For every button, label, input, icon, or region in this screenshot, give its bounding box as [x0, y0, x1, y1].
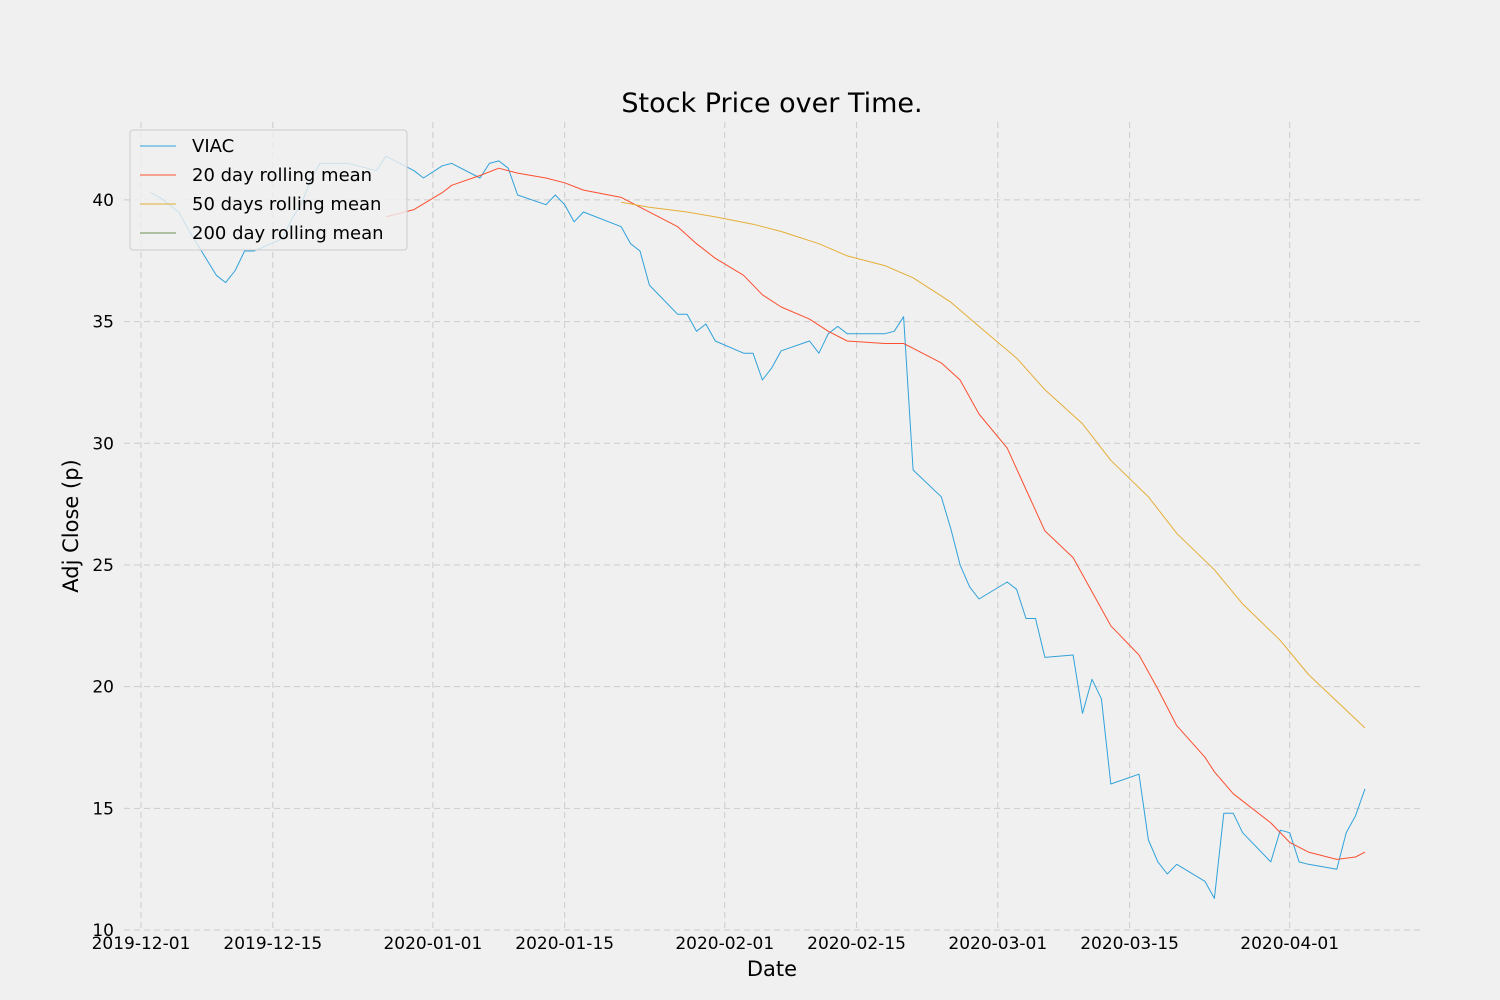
- x-tick-label: 2020-04-01: [1240, 934, 1339, 954]
- legend-label-200-day: 200 day rolling mean: [192, 223, 384, 244]
- x-tick-label: 2020-01-01: [383, 934, 482, 954]
- x-tick-label: 2020-02-15: [807, 934, 906, 954]
- y-tick-label: 20: [92, 678, 114, 698]
- y-tick-label: 35: [92, 313, 114, 333]
- 20-day-rolling-mean-line: [385, 167, 1366, 860]
- x-axis-label: Date: [747, 957, 797, 981]
- y-axis-label: Adj Close (p): [59, 459, 83, 592]
- legend-box: [129, 129, 408, 251]
- legend-label-viac: VIAC: [192, 136, 234, 157]
- y-tick-label: 25: [92, 556, 114, 576]
- x-tick-label: 2020-03-01: [948, 934, 1047, 954]
- y-tick-label: 40: [92, 191, 114, 211]
- x-tick-label: 2019-12-15: [223, 934, 322, 954]
- x-tick-label: 2020-02-01: [675, 934, 774, 954]
- legend-label-50-days: 50 days rolling mean: [192, 194, 381, 215]
- 50-days-rolling-mean-line: [621, 201, 1366, 729]
- tick-labels: 2019-12-01 2019-12-15 2020-01-01 2020-01-15…: [92, 191, 1339, 954]
- legend-label-20-day: 20 day rolling mean: [192, 165, 372, 186]
- legend: VIAC 20 day rolling mean 50 days rolling…: [129, 129, 408, 251]
- plot-area: [124, 122, 1422, 930]
- x-tick-label: 2019-12-01: [92, 934, 191, 954]
- x-tick-label: 2020-01-15: [515, 934, 614, 954]
- y-tick-label: 10: [92, 921, 114, 941]
- chart-title: Stock Price over Time.: [621, 88, 922, 119]
- grid-lines: [124, 122, 1422, 931]
- y-tick-label: 30: [92, 434, 114, 454]
- x-tick-label: 2020-03-15: [1080, 934, 1179, 954]
- y-tick-label: 15: [92, 799, 114, 819]
